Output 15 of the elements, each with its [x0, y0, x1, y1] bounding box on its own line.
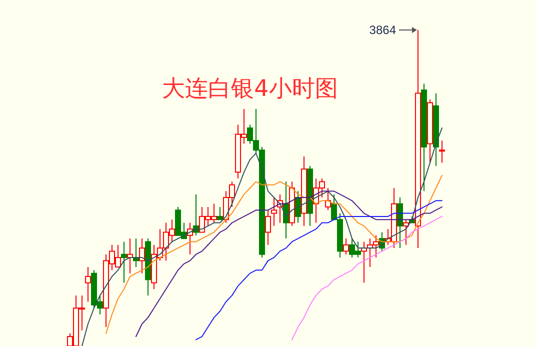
candlestick — [271, 196, 277, 226]
candlestick — [421, 83, 427, 192]
candlestick — [361, 241, 367, 284]
annotation: 3864 — [369, 23, 396, 37]
candlestick — [343, 238, 349, 255]
candlestick — [397, 196, 403, 249]
text: 大连白银4小时图 — [162, 76, 338, 102]
candlestick — [433, 92, 439, 166]
candlestick — [415, 30, 421, 249]
candlestick — [439, 140, 445, 164]
candlestick — [139, 238, 145, 274]
candlestick — [301, 156, 307, 226]
candlestick — [85, 266, 91, 302]
candlestick — [121, 241, 127, 284]
candlestick — [127, 238, 133, 274]
